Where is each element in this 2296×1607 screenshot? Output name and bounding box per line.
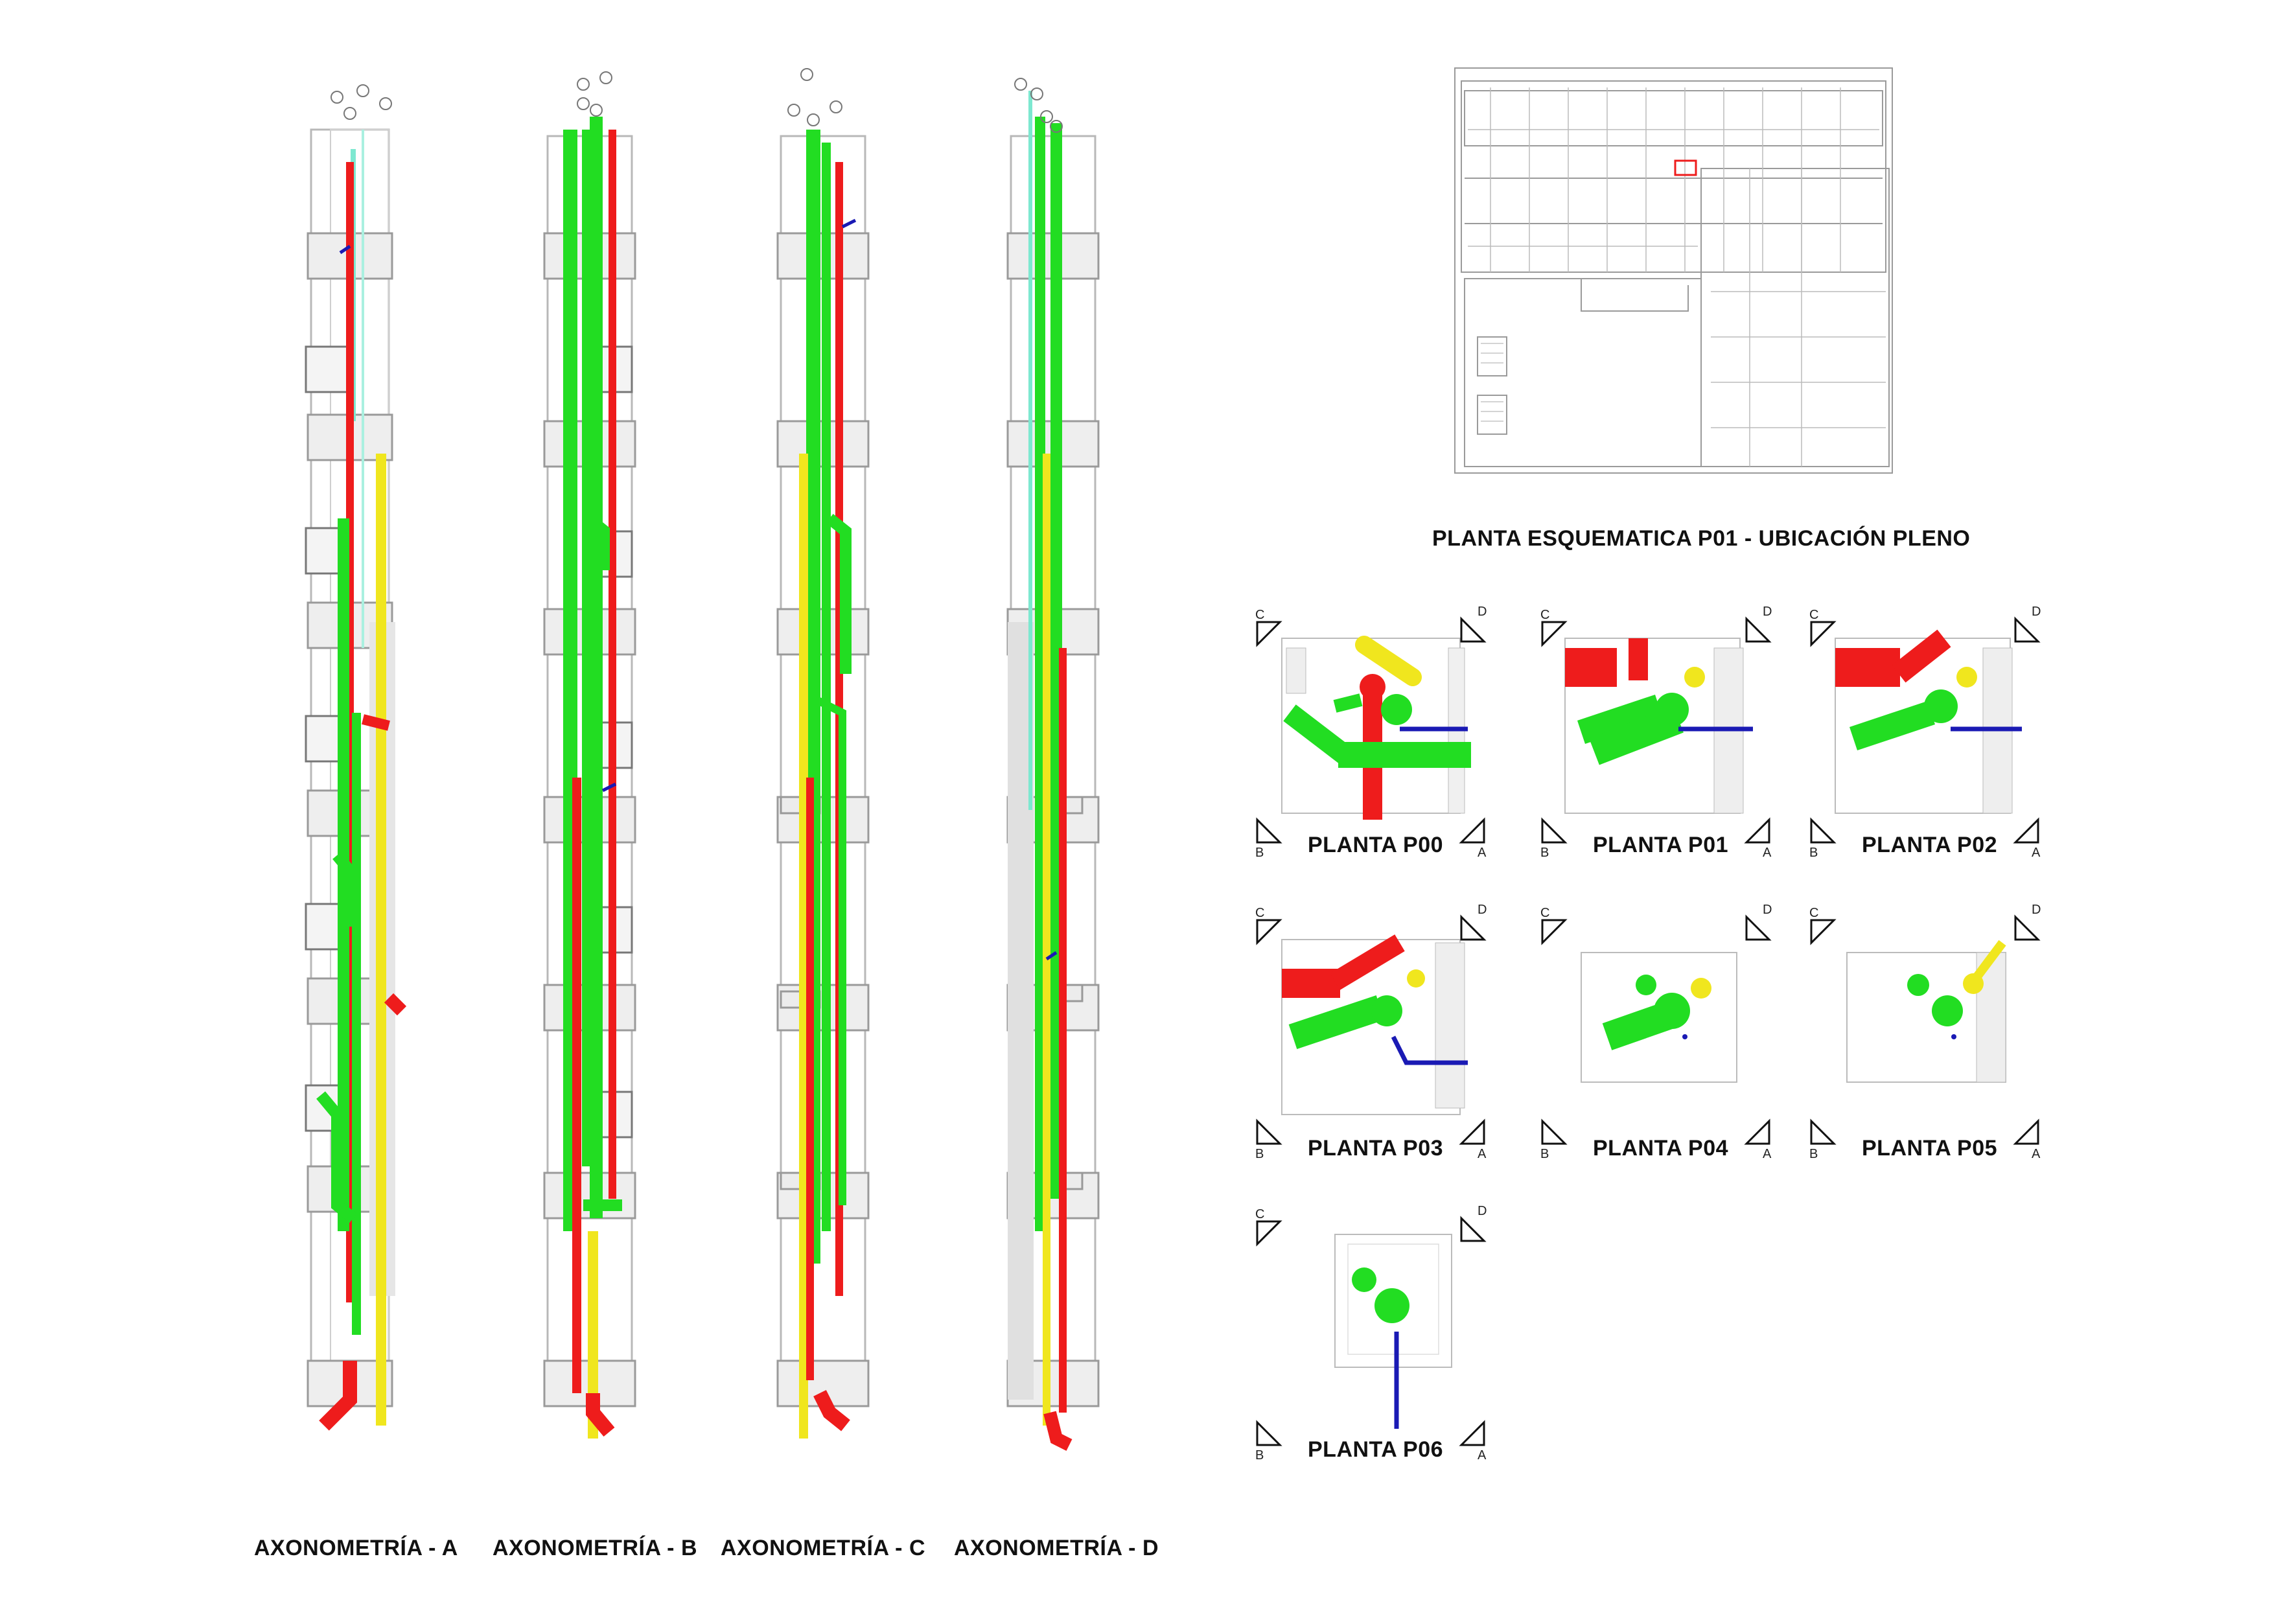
svg-text:A: A bbox=[1478, 1448, 1487, 1462]
svg-text:A: A bbox=[1763, 1147, 1772, 1161]
svg-text:D: D bbox=[1478, 1204, 1487, 1218]
svg-text:A: A bbox=[1478, 846, 1487, 860]
axonometry-d bbox=[1006, 78, 1100, 1451]
plan-p02 bbox=[1835, 629, 2022, 814]
section-marker-letters: C D B A C D B A C D B A C D B A C D B A C D B A C D B… bbox=[1255, 605, 2041, 1462]
svg-text:D: D bbox=[1763, 605, 1772, 619]
svg-text:B: B bbox=[1255, 1147, 1264, 1161]
svg-text:C: C bbox=[1809, 906, 1818, 920]
axonometry-c-label: AXONOMETRÍA - C bbox=[721, 1536, 925, 1560]
axonometry-b-label: AXONOMETRÍA - B bbox=[493, 1536, 697, 1560]
axonometry-a bbox=[305, 84, 407, 1431]
svg-text:A: A bbox=[1478, 1147, 1487, 1161]
svg-text:B: B bbox=[1809, 1147, 1818, 1161]
plan-p04-label: PLANTA P04 bbox=[1593, 1136, 1728, 1161]
svg-text:C: C bbox=[1540, 906, 1549, 920]
svg-text:D: D bbox=[2032, 605, 2041, 619]
svg-text:C: C bbox=[1255, 906, 1264, 920]
axonometry-a-label: AXONOMETRÍA - A bbox=[254, 1536, 458, 1560]
axonometry-b bbox=[543, 71, 636, 1439]
axonometry-c bbox=[776, 68, 870, 1439]
svg-text:B: B bbox=[1255, 846, 1264, 860]
svg-text:C: C bbox=[1255, 608, 1264, 622]
site-plan bbox=[1454, 67, 1893, 474]
svg-text:D: D bbox=[1478, 605, 1487, 619]
plan-p06-label: PLANTA P06 bbox=[1308, 1437, 1443, 1462]
plan-p00 bbox=[1281, 636, 1471, 820]
svg-text:B: B bbox=[1540, 1147, 1549, 1161]
site-plan-title: PLANTA ESQUEMATICA P01 - UBICACIÓN PLENO bbox=[1432, 526, 1970, 551]
svg-text:C: C bbox=[1540, 608, 1549, 622]
svg-text:A: A bbox=[2032, 1147, 2041, 1161]
svg-text:A: A bbox=[2032, 846, 2041, 860]
plan-p05-label: PLANTA P05 bbox=[1862, 1136, 1997, 1161]
svg-text:B: B bbox=[1540, 846, 1549, 860]
plan-p02-label: PLANTA P02 bbox=[1862, 833, 1997, 857]
plan-p04 bbox=[1581, 952, 1737, 1083]
plan-p06 bbox=[1334, 1234, 1452, 1429]
svg-text:D: D bbox=[1478, 903, 1487, 917]
plan-p05 bbox=[1846, 940, 2006, 1083]
svg-text:C: C bbox=[1255, 1207, 1264, 1221]
svg-text:D: D bbox=[2032, 903, 2041, 917]
plan-p00-label: PLANTA P00 bbox=[1308, 833, 1443, 857]
svg-text:A: A bbox=[1763, 846, 1772, 860]
section-markers bbox=[1256, 616, 2041, 1446]
svg-text:C: C bbox=[1809, 608, 1818, 622]
svg-text:D: D bbox=[1763, 903, 1772, 917]
plan-p01 bbox=[1564, 638, 1753, 814]
plan-p03 bbox=[1281, 934, 1468, 1115]
plan-p01-label: PLANTA P01 bbox=[1593, 833, 1728, 857]
axonometry-d-label: AXONOMETRÍA - D bbox=[954, 1536, 1159, 1560]
plan-p03-label: PLANTA P03 bbox=[1308, 1136, 1443, 1161]
svg-text:B: B bbox=[1255, 1448, 1264, 1462]
svg-text:B: B bbox=[1809, 846, 1818, 860]
